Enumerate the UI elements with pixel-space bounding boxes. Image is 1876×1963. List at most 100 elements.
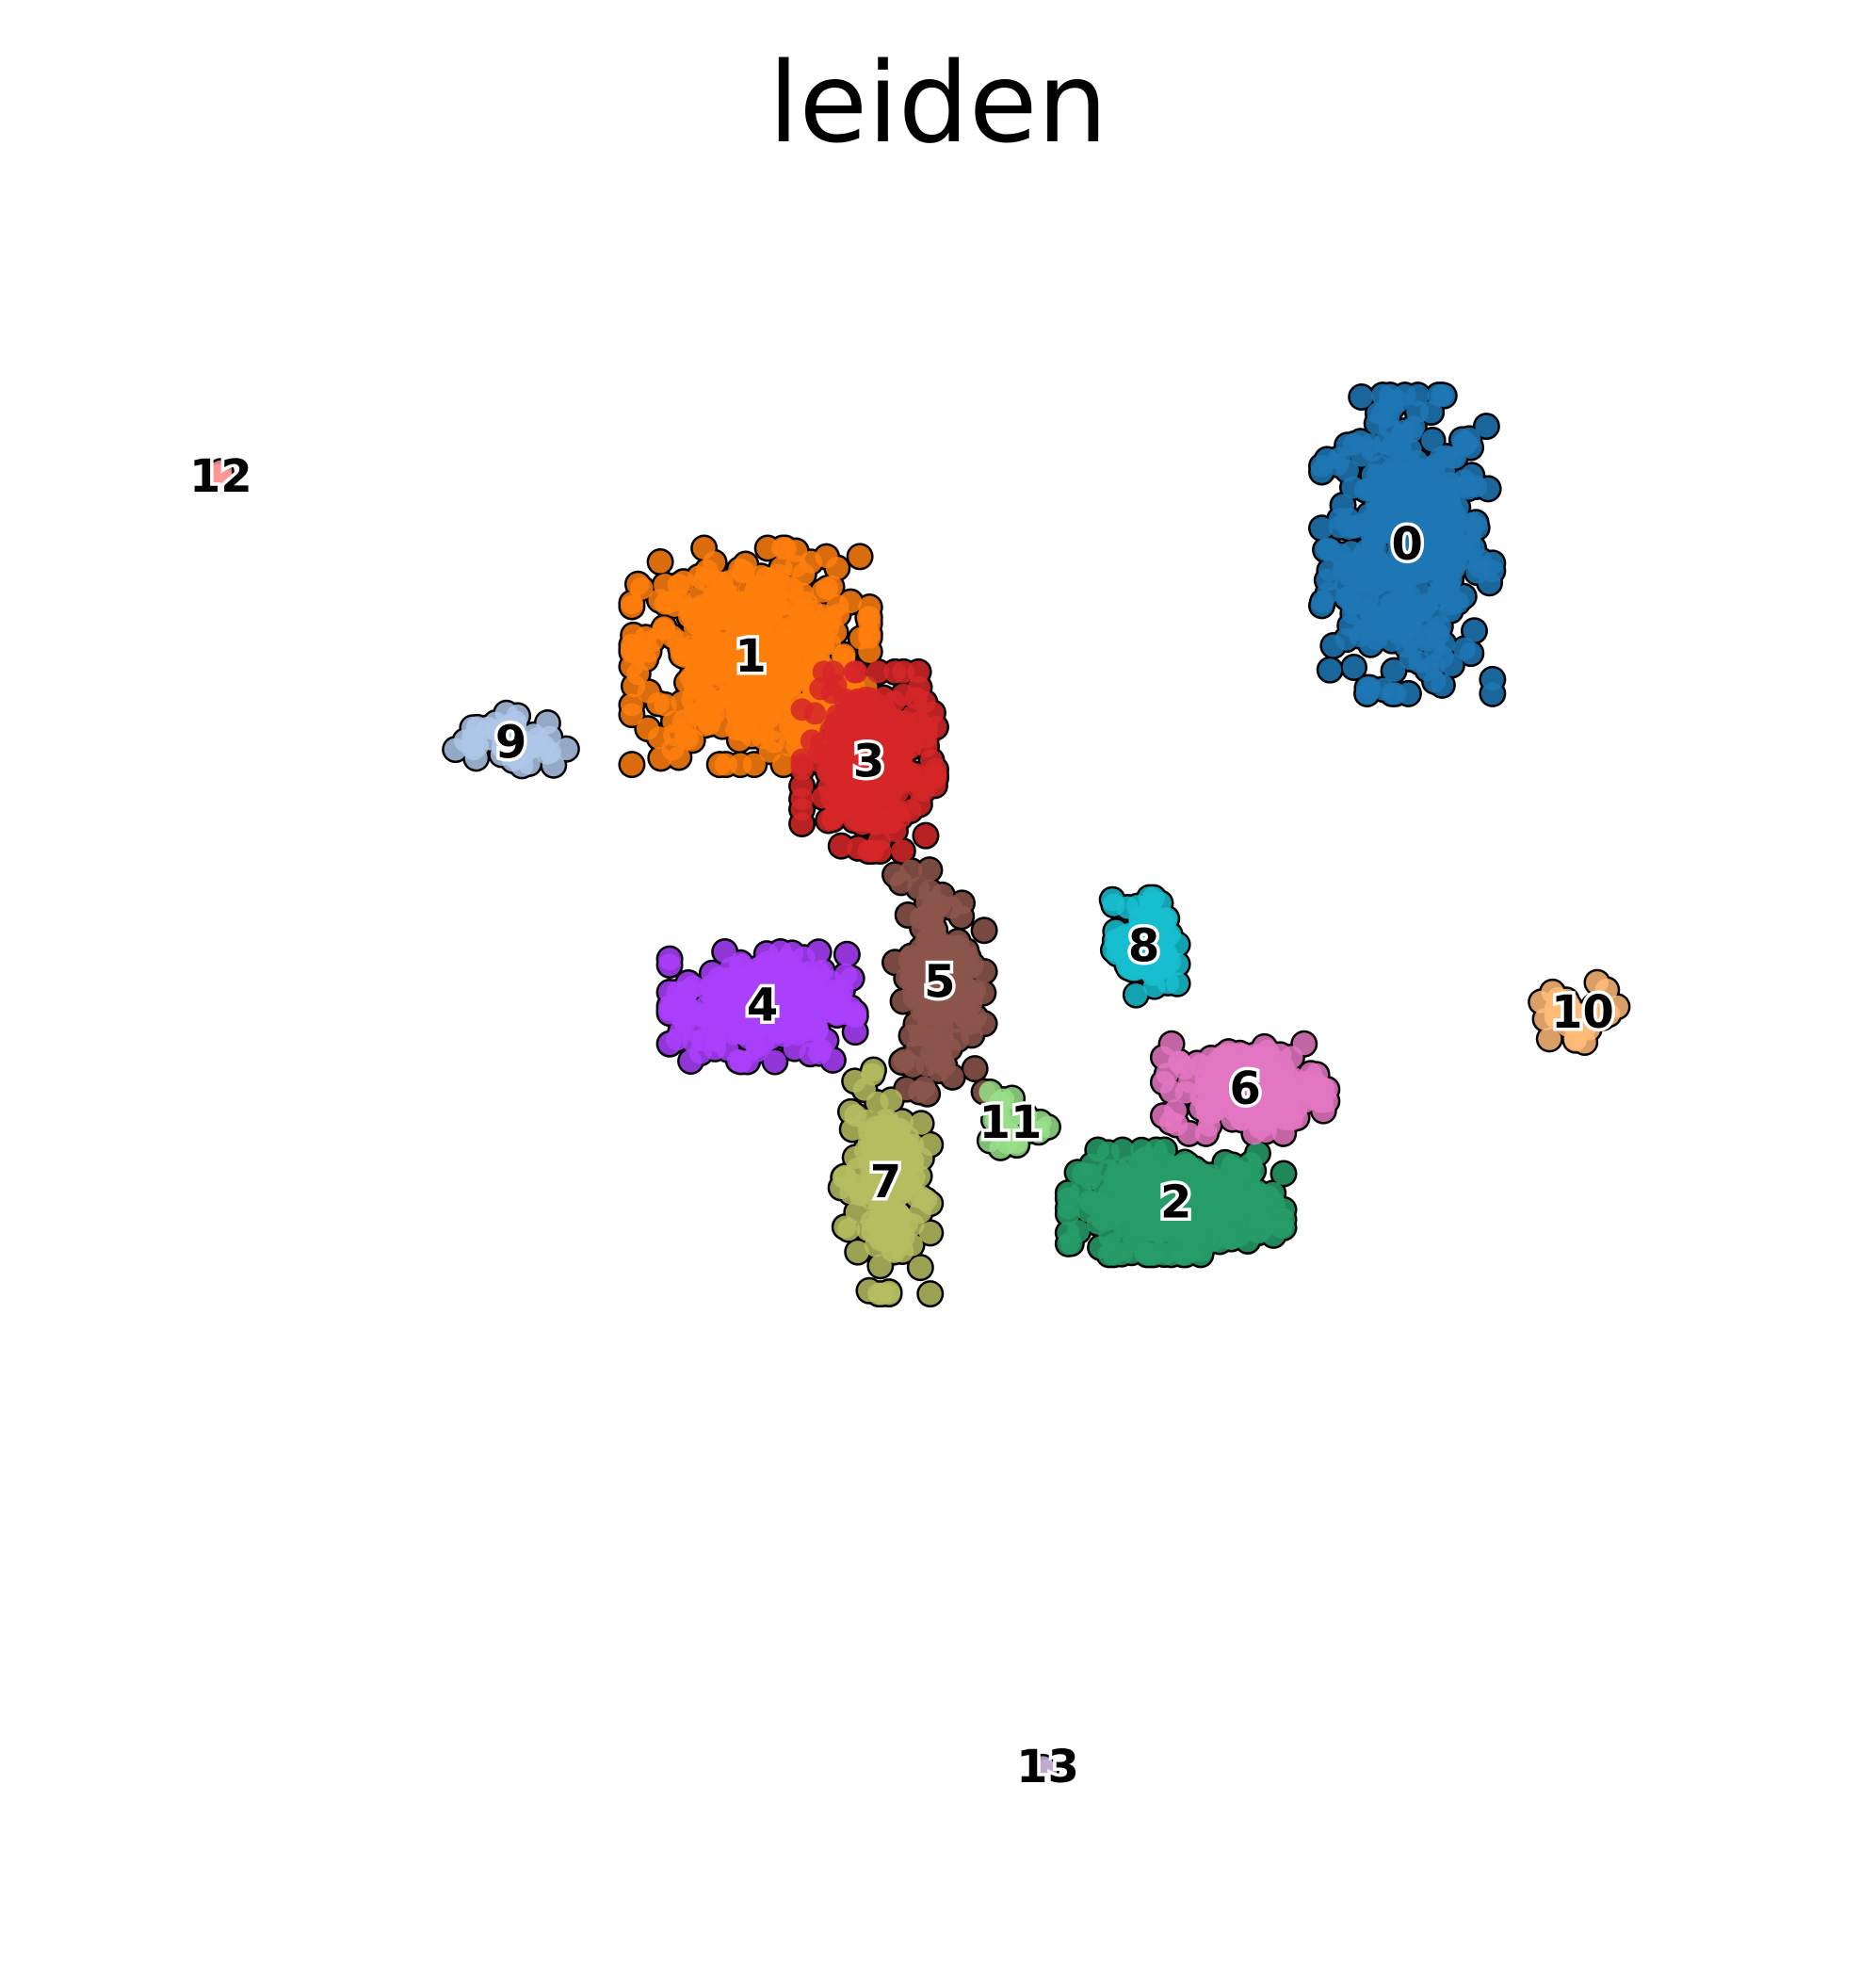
point-cluster-7 — [865, 1091, 889, 1114]
cluster-label-5: 5 — [924, 955, 955, 1008]
point-cluster-0 — [1358, 433, 1382, 457]
point-cluster-0 — [1406, 383, 1430, 407]
point-cluster-0 — [1333, 552, 1356, 576]
point-cluster-0 — [1314, 538, 1337, 561]
point-cluster-1 — [839, 591, 863, 614]
point-cluster-6 — [1178, 1070, 1202, 1094]
point-cluster-0 — [1349, 569, 1372, 592]
point-cluster-0 — [1429, 615, 1452, 639]
point-cluster-0 — [1421, 429, 1445, 452]
point-cluster-2 — [1272, 1162, 1296, 1186]
point-cluster-4 — [683, 1002, 706, 1026]
point-cluster-2 — [1109, 1242, 1133, 1266]
point-cluster-0 — [1453, 637, 1477, 660]
point-cluster-7 — [918, 1133, 942, 1157]
point-cluster-1 — [758, 739, 782, 763]
point-cluster-7 — [909, 1256, 932, 1279]
point-cluster-5 — [928, 894, 951, 917]
point-cluster-1 — [703, 551, 726, 575]
point-cluster-3 — [846, 790, 869, 814]
point-cluster-0 — [1398, 523, 1421, 546]
point-cluster-0 — [1399, 584, 1422, 608]
point-cluster-0 — [1463, 619, 1486, 642]
point-cluster-3 — [839, 689, 863, 713]
point-cluster-7 — [839, 1100, 863, 1124]
point-cluster-2 — [1250, 1187, 1273, 1210]
cluster-label-13: 13 — [1016, 1741, 1079, 1793]
point-cluster-1 — [733, 671, 756, 694]
point-cluster-3 — [809, 677, 833, 701]
point-cluster-5 — [973, 918, 996, 942]
point-cluster-5 — [938, 1037, 962, 1061]
point-cluster-0 — [1361, 533, 1384, 557]
point-cluster-0 — [1367, 515, 1390, 539]
point-cluster-6 — [1228, 1042, 1252, 1065]
point-cluster-7 — [910, 1185, 933, 1209]
cluster-label-1: 1 — [735, 630, 766, 683]
point-cluster-3 — [832, 742, 855, 766]
point-cluster-1 — [647, 691, 671, 715]
cluster-label-4: 4 — [747, 980, 778, 1032]
point-cluster-1 — [777, 576, 801, 599]
point-cluster-1 — [815, 545, 838, 569]
point-cluster-4 — [763, 1050, 786, 1073]
point-cluster-0 — [1381, 434, 1404, 458]
point-cluster-3 — [855, 708, 879, 732]
cluster-label-12: 12 — [189, 450, 252, 503]
point-cluster-7 — [861, 1063, 884, 1086]
point-cluster-0 — [1418, 482, 1442, 506]
point-cluster-2 — [1078, 1163, 1102, 1187]
point-cluster-0 — [1406, 400, 1430, 424]
point-cluster-9 — [444, 738, 467, 761]
point-cluster-8 — [1166, 972, 1189, 996]
point-cluster-3 — [790, 812, 814, 835]
point-cluster-4 — [768, 940, 792, 964]
point-cluster-3 — [843, 660, 866, 684]
point-cluster-1 — [816, 576, 839, 600]
point-cluster-1 — [649, 550, 672, 574]
point-cluster-1 — [675, 671, 699, 694]
point-cluster-1 — [731, 591, 754, 614]
point-cluster-1 — [626, 573, 650, 596]
point-cluster-4 — [822, 987, 846, 1011]
point-cluster-0 — [1350, 385, 1373, 409]
point-cluster-1 — [768, 628, 792, 652]
point-cluster-5 — [963, 1057, 987, 1080]
point-cluster-2 — [1110, 1138, 1134, 1161]
point-cluster-0 — [1430, 557, 1453, 580]
point-cluster-0 — [1310, 593, 1334, 617]
point-cluster-0 — [1378, 389, 1401, 413]
point-cluster-2 — [1237, 1165, 1261, 1189]
point-cluster-7 — [888, 1117, 912, 1141]
point-cluster-1 — [693, 568, 717, 592]
point-cluster-1 — [858, 595, 881, 619]
point-cluster-1 — [793, 656, 817, 679]
point-cluster-3 — [898, 799, 922, 822]
point-cluster-3 — [850, 812, 874, 835]
point-cluster-0 — [1337, 507, 1361, 530]
point-cluster-2 — [1066, 1220, 1090, 1243]
point-cluster-0 — [1359, 633, 1383, 657]
point-cluster-5 — [936, 934, 960, 958]
point-cluster-0 — [1310, 516, 1334, 540]
point-cluster-6 — [1292, 1032, 1316, 1056]
point-cluster-2 — [1121, 1195, 1144, 1219]
point-cluster-1 — [792, 562, 816, 586]
point-cluster-0 — [1392, 608, 1415, 632]
point-cluster-3 — [914, 824, 937, 848]
point-cluster-4 — [679, 1049, 703, 1073]
point-cluster-0 — [1480, 682, 1504, 706]
point-cluster-2 — [1200, 1167, 1223, 1191]
point-cluster-8 — [1141, 886, 1165, 910]
point-cluster-0 — [1366, 412, 1389, 435]
point-cluster-2 — [1153, 1138, 1176, 1161]
point-cluster-0 — [1397, 682, 1420, 706]
point-cluster-0 — [1359, 601, 1383, 625]
point-cluster-0 — [1441, 446, 1464, 469]
point-cluster-6 — [1194, 1122, 1218, 1145]
point-cluster-5 — [893, 1048, 916, 1072]
point-cluster-4 — [666, 981, 689, 1004]
point-cluster-0 — [1450, 428, 1474, 451]
point-cluster-7 — [918, 1282, 942, 1306]
point-cluster-1 — [785, 596, 809, 620]
